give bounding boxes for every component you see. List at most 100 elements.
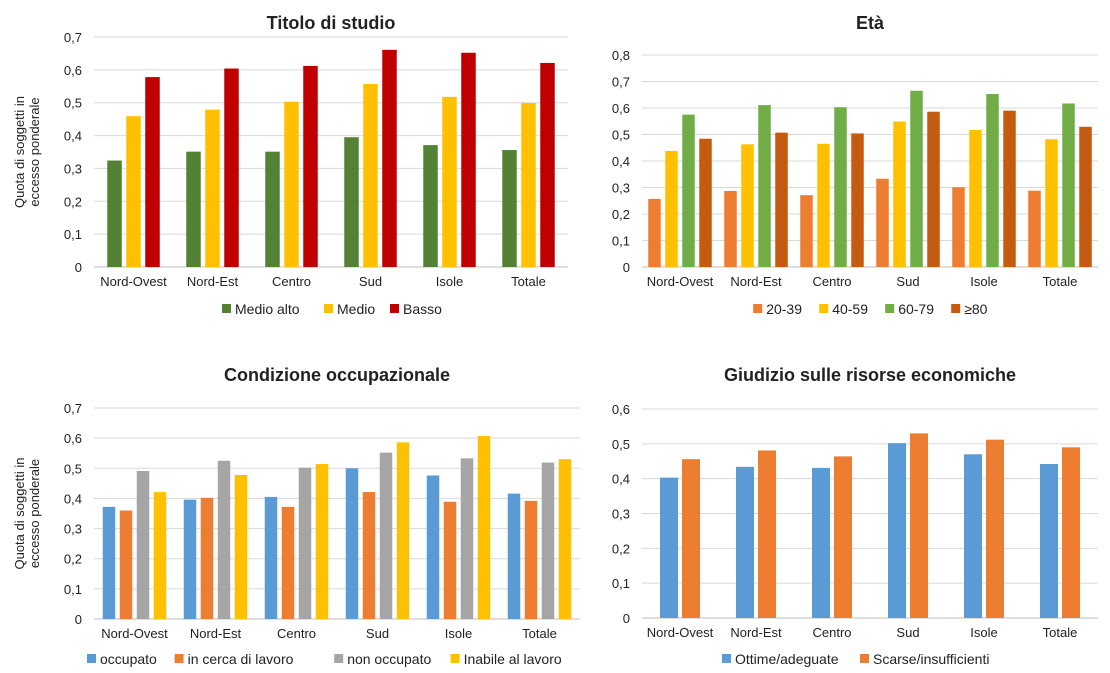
bar-basso — [540, 62, 555, 268]
legend-label: Ottime/adeguate — [735, 651, 839, 667]
bar-medio-alto — [344, 137, 359, 267]
bar-scarse-insufficienti — [986, 439, 1004, 618]
legend-swatch — [222, 304, 231, 313]
legend-item: Medio — [324, 301, 375, 317]
bar-basso — [461, 52, 476, 268]
x-tick-label: Isole — [436, 274, 463, 289]
bar-medio — [284, 101, 299, 267]
legend-label: occupato — [100, 651, 157, 667]
legend-label: ≥80 — [964, 301, 987, 317]
bar-medio — [205, 109, 220, 267]
y-axis-label-line: Quota di soggetti in — [12, 96, 27, 208]
y-tick-label: 0 — [75, 612, 82, 627]
y-tick-label: 0,5 — [612, 437, 630, 452]
legend-swatch — [334, 654, 344, 663]
bar--80 — [699, 138, 712, 267]
bar-inabile-al-lavoro — [315, 464, 329, 619]
y-tick-label: 0,1 — [612, 234, 630, 249]
bar-non-occupato — [379, 452, 393, 619]
bar-in-cerca-di-lavoro — [362, 492, 376, 619]
bar-occupato — [426, 475, 440, 619]
legend-swatch — [87, 654, 96, 663]
legend-item: ≥80 — [951, 301, 988, 317]
bar--80 — [1003, 110, 1016, 268]
bar-scarse-insufficienti — [1062, 447, 1080, 618]
legend-label: 20-39 — [766, 301, 802, 317]
bar-ottime-adeguate — [888, 443, 906, 618]
x-tick-label: Totale — [1043, 274, 1078, 289]
y-tick-label: 0,8 — [612, 48, 630, 63]
y-axis-label-line: Quota di soggetti in — [12, 457, 27, 569]
bar-non-occupato — [217, 460, 231, 619]
bar-occupato — [183, 499, 197, 619]
bar-ottime-adeguate — [1040, 464, 1058, 618]
bar-40-59 — [741, 144, 754, 267]
x-tick-label: Totale — [1043, 625, 1078, 640]
legend-item: non occupato — [334, 651, 431, 667]
y-tick-label: 0,2 — [612, 207, 630, 222]
bar-inabile-al-lavoro — [234, 474, 248, 619]
x-tick-label: Nord-Ovest — [100, 274, 167, 289]
legend-swatch — [324, 304, 333, 313]
legend-label: 60-79 — [898, 301, 934, 317]
x-tick-label: Sud — [366, 626, 389, 641]
legend-item: Medio alto — [222, 301, 300, 317]
bar-medio — [363, 83, 378, 267]
bar-inabile-al-lavoro — [558, 459, 572, 619]
bar-20-39 — [1028, 190, 1041, 267]
bar-inabile-al-lavoro — [477, 436, 491, 619]
legend-swatch — [174, 654, 184, 663]
y-tick-label: 0,2 — [64, 194, 82, 209]
x-tick-label: Sud — [359, 274, 382, 289]
bar-20-39 — [800, 195, 813, 267]
legend-swatch — [450, 654, 460, 663]
legend-item: occupato — [87, 651, 157, 667]
y-tick-label: 0,4 — [612, 154, 630, 169]
y-tick-label: 0,6 — [612, 101, 630, 116]
legend-label: Inabile al lavoro — [464, 651, 562, 667]
bar-medio — [442, 96, 457, 267]
bar-scarse-insufficienti — [758, 450, 776, 618]
x-tick-label: Nord-Est — [187, 274, 239, 289]
bar-non-occupato — [136, 470, 150, 619]
chart-1: Età 0 0,1 0,2 0,3 0,4 0,5 0,6 0,7 0,8 Nord-Ovest No… — [612, 13, 1098, 317]
y-axis-label: Quota di soggetti ineccesso ponderale — [12, 457, 42, 569]
y-tick-label: 0,7 — [612, 75, 630, 90]
bar-scarse-insufficienti — [834, 456, 852, 618]
y-tick-label: 0,4 — [64, 491, 82, 506]
bar-medio-alto — [502, 150, 517, 267]
legend-item: 40-59 — [819, 301, 868, 317]
bar-40-59 — [969, 129, 982, 267]
bar-60-79 — [758, 105, 771, 268]
bar-in-cerca-di-lavoro — [281, 506, 295, 619]
bar-ottime-adeguate — [812, 467, 830, 618]
x-tick-label: Sud — [896, 274, 919, 289]
bar-occupato — [507, 493, 521, 619]
legend-swatch — [753, 304, 763, 313]
y-tick-label: 0,3 — [64, 522, 82, 537]
x-tick-label: Totale — [511, 274, 546, 289]
bar-non-occupato — [460, 458, 474, 619]
bar-ottime-adeguate — [964, 454, 982, 618]
y-tick-label: 0,1 — [64, 227, 82, 242]
bar-60-79 — [910, 90, 923, 268]
bar-occupato — [102, 506, 116, 619]
bar-scarse-insufficienti — [910, 433, 928, 618]
legend-item: 20-39 — [753, 301, 802, 317]
x-tick-label: Centro — [812, 274, 851, 289]
bar-in-cerca-di-lavoro — [119, 510, 133, 619]
legend-item: Inabile al lavoro — [450, 651, 562, 667]
x-tick-label: Nord-Est — [730, 625, 782, 640]
y-axis-label: Quota di soggetti ineccesso ponderale — [12, 96, 42, 208]
y-tick-label: 0,6 — [612, 402, 630, 417]
bar-ottime-adeguate — [736, 466, 754, 618]
legend-swatch — [722, 654, 731, 663]
x-tick-label: Isole — [970, 274, 997, 289]
bar-40-59 — [1045, 139, 1058, 267]
bar-medio — [126, 116, 141, 267]
bar--80 — [1079, 126, 1092, 267]
y-tick-label: 0,3 — [612, 181, 630, 196]
x-tick-label: Isole — [445, 626, 472, 641]
y-tick-label: 0,7 — [64, 401, 82, 416]
